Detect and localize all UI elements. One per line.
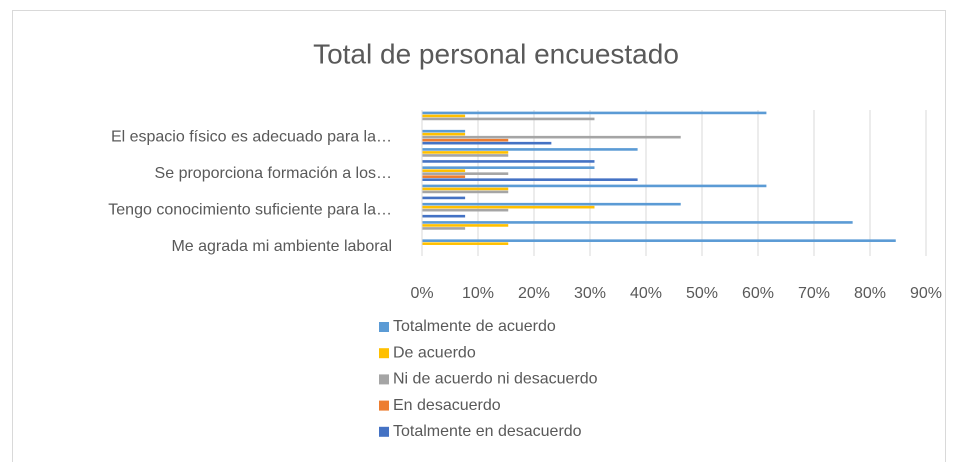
bar <box>422 154 509 157</box>
legend-label: De acuerdo <box>393 344 476 361</box>
legend-swatch <box>379 426 389 437</box>
bar <box>422 166 595 169</box>
x-tick-label: 30% <box>574 285 606 302</box>
x-tick-label: 70% <box>798 285 830 302</box>
y-tick-label: Me agrada mi ambiente laboral <box>171 238 392 255</box>
x-tick-label: 40% <box>630 285 662 302</box>
x-tick-label: 60% <box>742 285 774 302</box>
legend-label: Totalmente en desacuerdo <box>393 423 582 440</box>
bar <box>422 135 681 139</box>
legend-swatch <box>379 348 389 359</box>
bar <box>422 117 595 121</box>
y-tick-label: Tengo conocimiento suficiente para la… <box>108 202 392 219</box>
bar <box>422 151 509 154</box>
bar <box>422 178 638 181</box>
bar <box>422 129 466 133</box>
bar <box>422 111 767 115</box>
bar <box>422 208 509 212</box>
x-tick-label: 50% <box>686 285 718 302</box>
bar <box>422 221 853 224</box>
bar <box>422 141 552 145</box>
chart-title: Total de personal encuestado <box>313 38 679 69</box>
bar <box>422 196 466 200</box>
bar <box>422 114 466 118</box>
x-tick-label: 10% <box>462 285 494 302</box>
bar <box>422 190 509 194</box>
bar <box>422 138 509 142</box>
bar <box>422 224 509 227</box>
legend-label: Totalmente de acuerdo <box>393 318 556 335</box>
bar <box>422 169 466 172</box>
chart-border <box>12 10 946 462</box>
legend-swatch <box>379 322 389 332</box>
legend-label: Ni de acuerdo ni desacuerdo <box>393 371 598 388</box>
y-tick-label: El espacio físico es adecuado para la… <box>111 129 392 146</box>
bar <box>422 184 767 188</box>
bar <box>422 148 638 151</box>
bar <box>422 172 509 175</box>
bar <box>422 132 466 136</box>
legend-label: En desacuerdo <box>393 397 501 414</box>
x-tick-label: 90% <box>910 285 942 302</box>
bar <box>422 160 595 163</box>
bar <box>422 242 509 245</box>
bar <box>422 227 466 230</box>
x-tick-label: 20% <box>518 285 550 302</box>
legend-swatch <box>379 374 389 385</box>
bar <box>422 175 466 178</box>
bar <box>422 205 595 209</box>
bar <box>422 239 896 242</box>
y-tick-label: Se proporciona formación a los… <box>155 165 392 182</box>
legend-swatch <box>379 400 389 411</box>
bar <box>422 202 681 206</box>
bar <box>422 214 466 218</box>
x-tick-label: 0% <box>410 285 433 302</box>
bar <box>422 187 509 191</box>
x-tick-label: 80% <box>854 285 886 302</box>
